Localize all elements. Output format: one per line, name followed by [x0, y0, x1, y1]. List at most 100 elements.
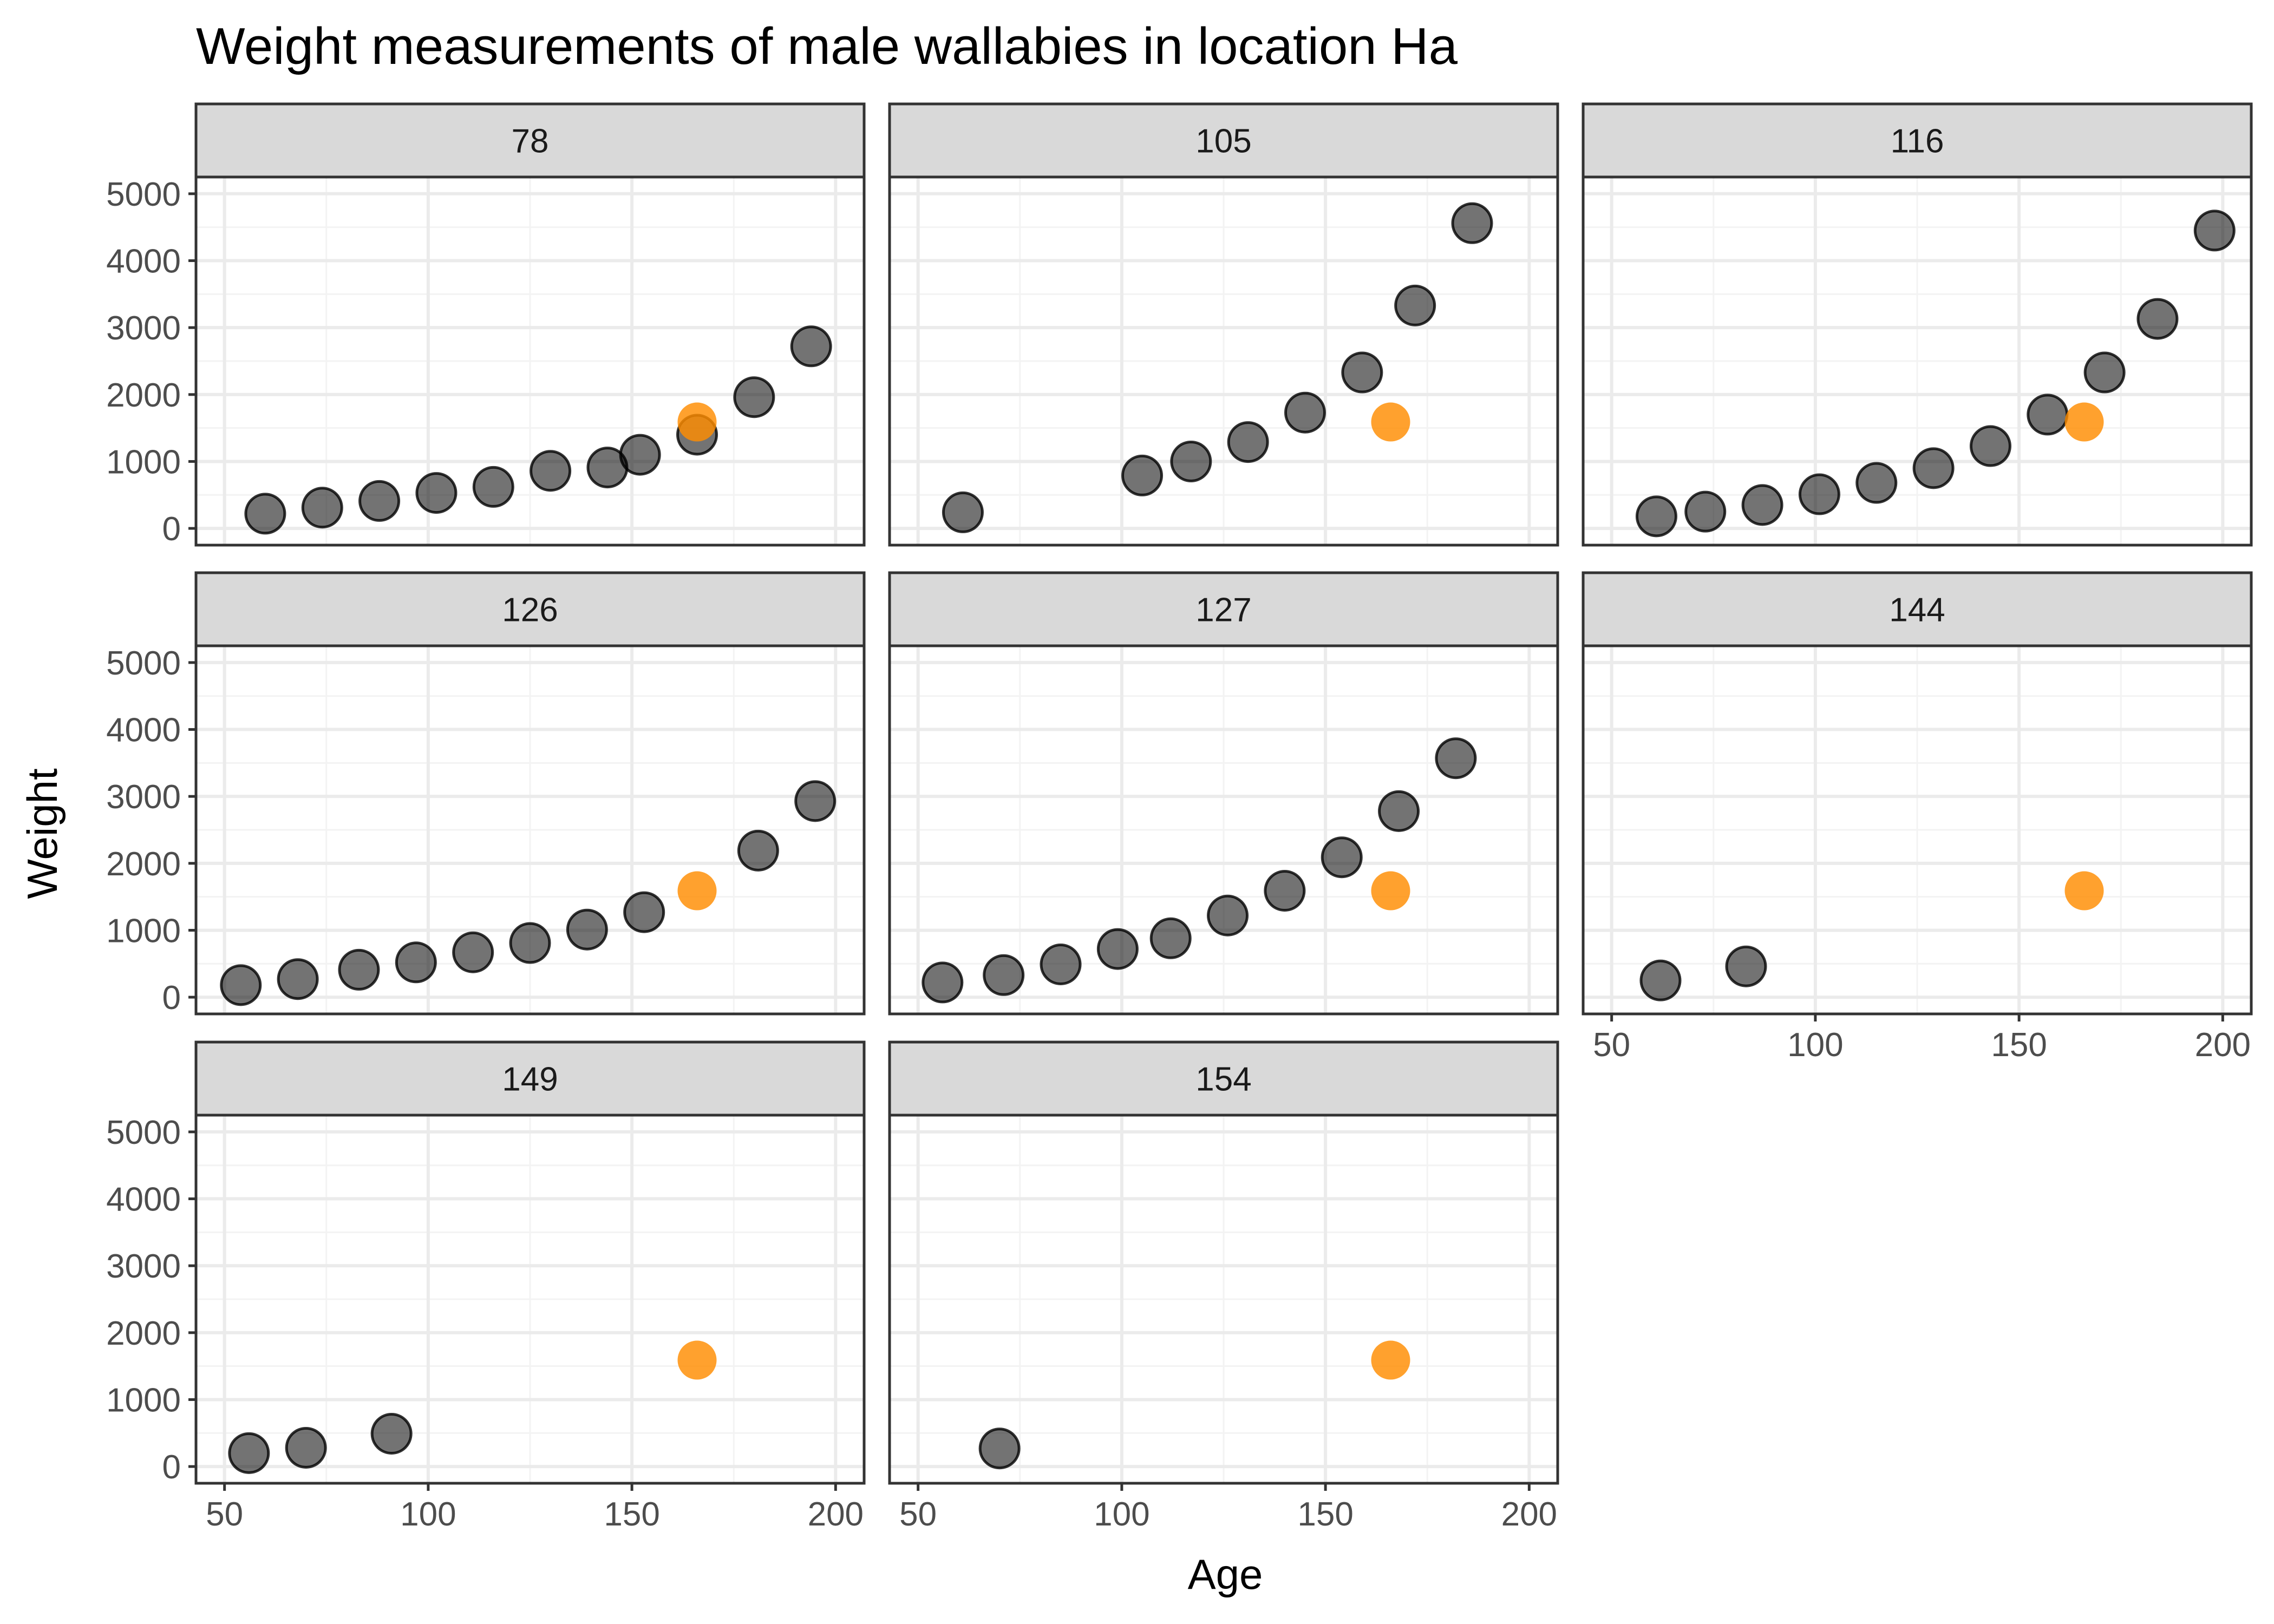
data-point — [1264, 870, 1306, 912]
data-point — [1170, 440, 1212, 482]
facet-strip — [194, 102, 866, 179]
facet-strip — [194, 1040, 866, 1117]
data-point — [983, 954, 1025, 996]
y-tick-label: 2000 — [106, 1315, 181, 1352]
y-tick-label: 4000 — [106, 1181, 181, 1219]
data-point — [277, 958, 319, 1000]
data-point — [1321, 836, 1363, 879]
data-point — [1121, 454, 1164, 496]
data-point — [1207, 894, 1249, 937]
data-point — [228, 1432, 270, 1474]
reference-point — [1371, 402, 1410, 442]
facet-strip — [888, 102, 1559, 179]
y-tick-label: 5000 — [106, 1114, 181, 1151]
reference-point — [2064, 402, 2104, 442]
x-tick-label: 100 — [1094, 1496, 1149, 1533]
facet-panel-154: 154 50 100 150 200 — [888, 1040, 1559, 1533]
facet-strip — [1582, 102, 2253, 179]
data-point — [794, 780, 837, 822]
facet-panel-126: 126 0 1000 2000 3000 4000 5000 — [106, 571, 866, 1017]
x-tick-label: 150 — [1991, 1026, 2047, 1064]
data-point — [285, 1426, 327, 1469]
x-tick-label: 100 — [400, 1496, 456, 1533]
data-point — [922, 961, 964, 1004]
facet-panel-116: 116 — [1582, 102, 2253, 547]
y-tick-label: 1000 — [106, 1381, 181, 1419]
facet-panel-149: 149 0 1000 2000 3000 4000 5000 50 100 150 200 — [106, 1040, 866, 1533]
facet-strip — [1582, 571, 2253, 647]
y-tick-label: 5000 — [106, 176, 181, 213]
facet-panel-127: 127 — [888, 571, 1559, 1016]
facet-strip — [888, 571, 1559, 647]
facet-strip — [194, 571, 866, 647]
x-tick-label: 200 — [1501, 1496, 1557, 1533]
data-point — [2136, 298, 2179, 340]
reference-point — [677, 402, 717, 442]
data-point — [1741, 484, 1783, 526]
facet-strip-label: 105 — [1195, 123, 1251, 160]
data-point — [1435, 737, 1477, 780]
facet-strip-label: 154 — [1195, 1061, 1251, 1098]
y-tick-label: 1000 — [106, 912, 181, 949]
data-point — [1149, 917, 1192, 959]
data-point — [733, 376, 775, 418]
facet-panel-144: 144 50 100 150 200 — [1582, 571, 2253, 1064]
reference-point — [677, 1340, 717, 1380]
data-point — [1227, 421, 1269, 463]
y-tick-label: 3000 — [106, 1248, 181, 1285]
y-tick-label: 4000 — [106, 712, 181, 749]
data-point — [1639, 959, 1682, 1001]
data-point — [1725, 945, 1767, 987]
y-tick-label: 3000 — [106, 778, 181, 816]
data-point — [1855, 462, 1898, 504]
data-point — [1684, 490, 1727, 533]
y-axis-title: Weight — [18, 768, 66, 899]
facet-panel-78: 78 0 1000 2000 3000 4000 5000 — [106, 102, 866, 548]
y-tick-label: 2000 — [106, 377, 181, 414]
data-point — [566, 908, 608, 951]
data-point — [338, 948, 380, 991]
reference-point — [2064, 871, 2104, 911]
data-point — [1378, 790, 1420, 832]
reference-point — [677, 871, 717, 911]
facet-strip-label: 144 — [1889, 592, 1945, 629]
data-point — [1096, 928, 1139, 970]
data-point — [1451, 202, 1493, 244]
facet-strip — [888, 1040, 1559, 1117]
x-tick-label: 50 — [899, 1496, 937, 1533]
facet-strip-label: 126 — [502, 592, 558, 629]
x-tick-label: 150 — [604, 1496, 659, 1533]
data-point — [530, 450, 572, 492]
facet-strip-label: 78 — [512, 123, 549, 160]
data-point — [623, 891, 665, 933]
y-tick-label: 0 — [162, 979, 181, 1017]
data-point — [2027, 394, 2069, 436]
data-point — [737, 829, 779, 872]
x-tick-label: 50 — [206, 1496, 243, 1533]
data-point — [220, 964, 262, 1006]
reference-point — [1371, 871, 1410, 911]
data-point — [472, 466, 514, 508]
facet-panel-105: 105 — [888, 102, 1559, 547]
data-point — [415, 472, 458, 514]
x-tick-label: 200 — [808, 1496, 864, 1533]
data-point — [509, 922, 551, 964]
facet-strip-label: 149 — [502, 1061, 558, 1098]
x-tick-label: 150 — [1297, 1496, 1353, 1533]
data-point — [619, 434, 661, 476]
x-tick-label: 50 — [1593, 1026, 1630, 1064]
facet-strip-label: 116 — [1891, 123, 1944, 160]
data-point — [942, 491, 984, 533]
data-point — [978, 1427, 1021, 1470]
x-axis-title: Age — [1188, 1550, 1263, 1598]
y-tick-label: 3000 — [106, 310, 181, 347]
data-point — [1635, 495, 1677, 538]
reference-point — [1371, 1340, 1410, 1380]
data-point — [1969, 425, 2011, 467]
data-point — [1284, 391, 1326, 434]
data-point — [1798, 473, 1840, 515]
y-tick-label: 2000 — [106, 846, 181, 883]
data-point — [2083, 351, 2126, 394]
